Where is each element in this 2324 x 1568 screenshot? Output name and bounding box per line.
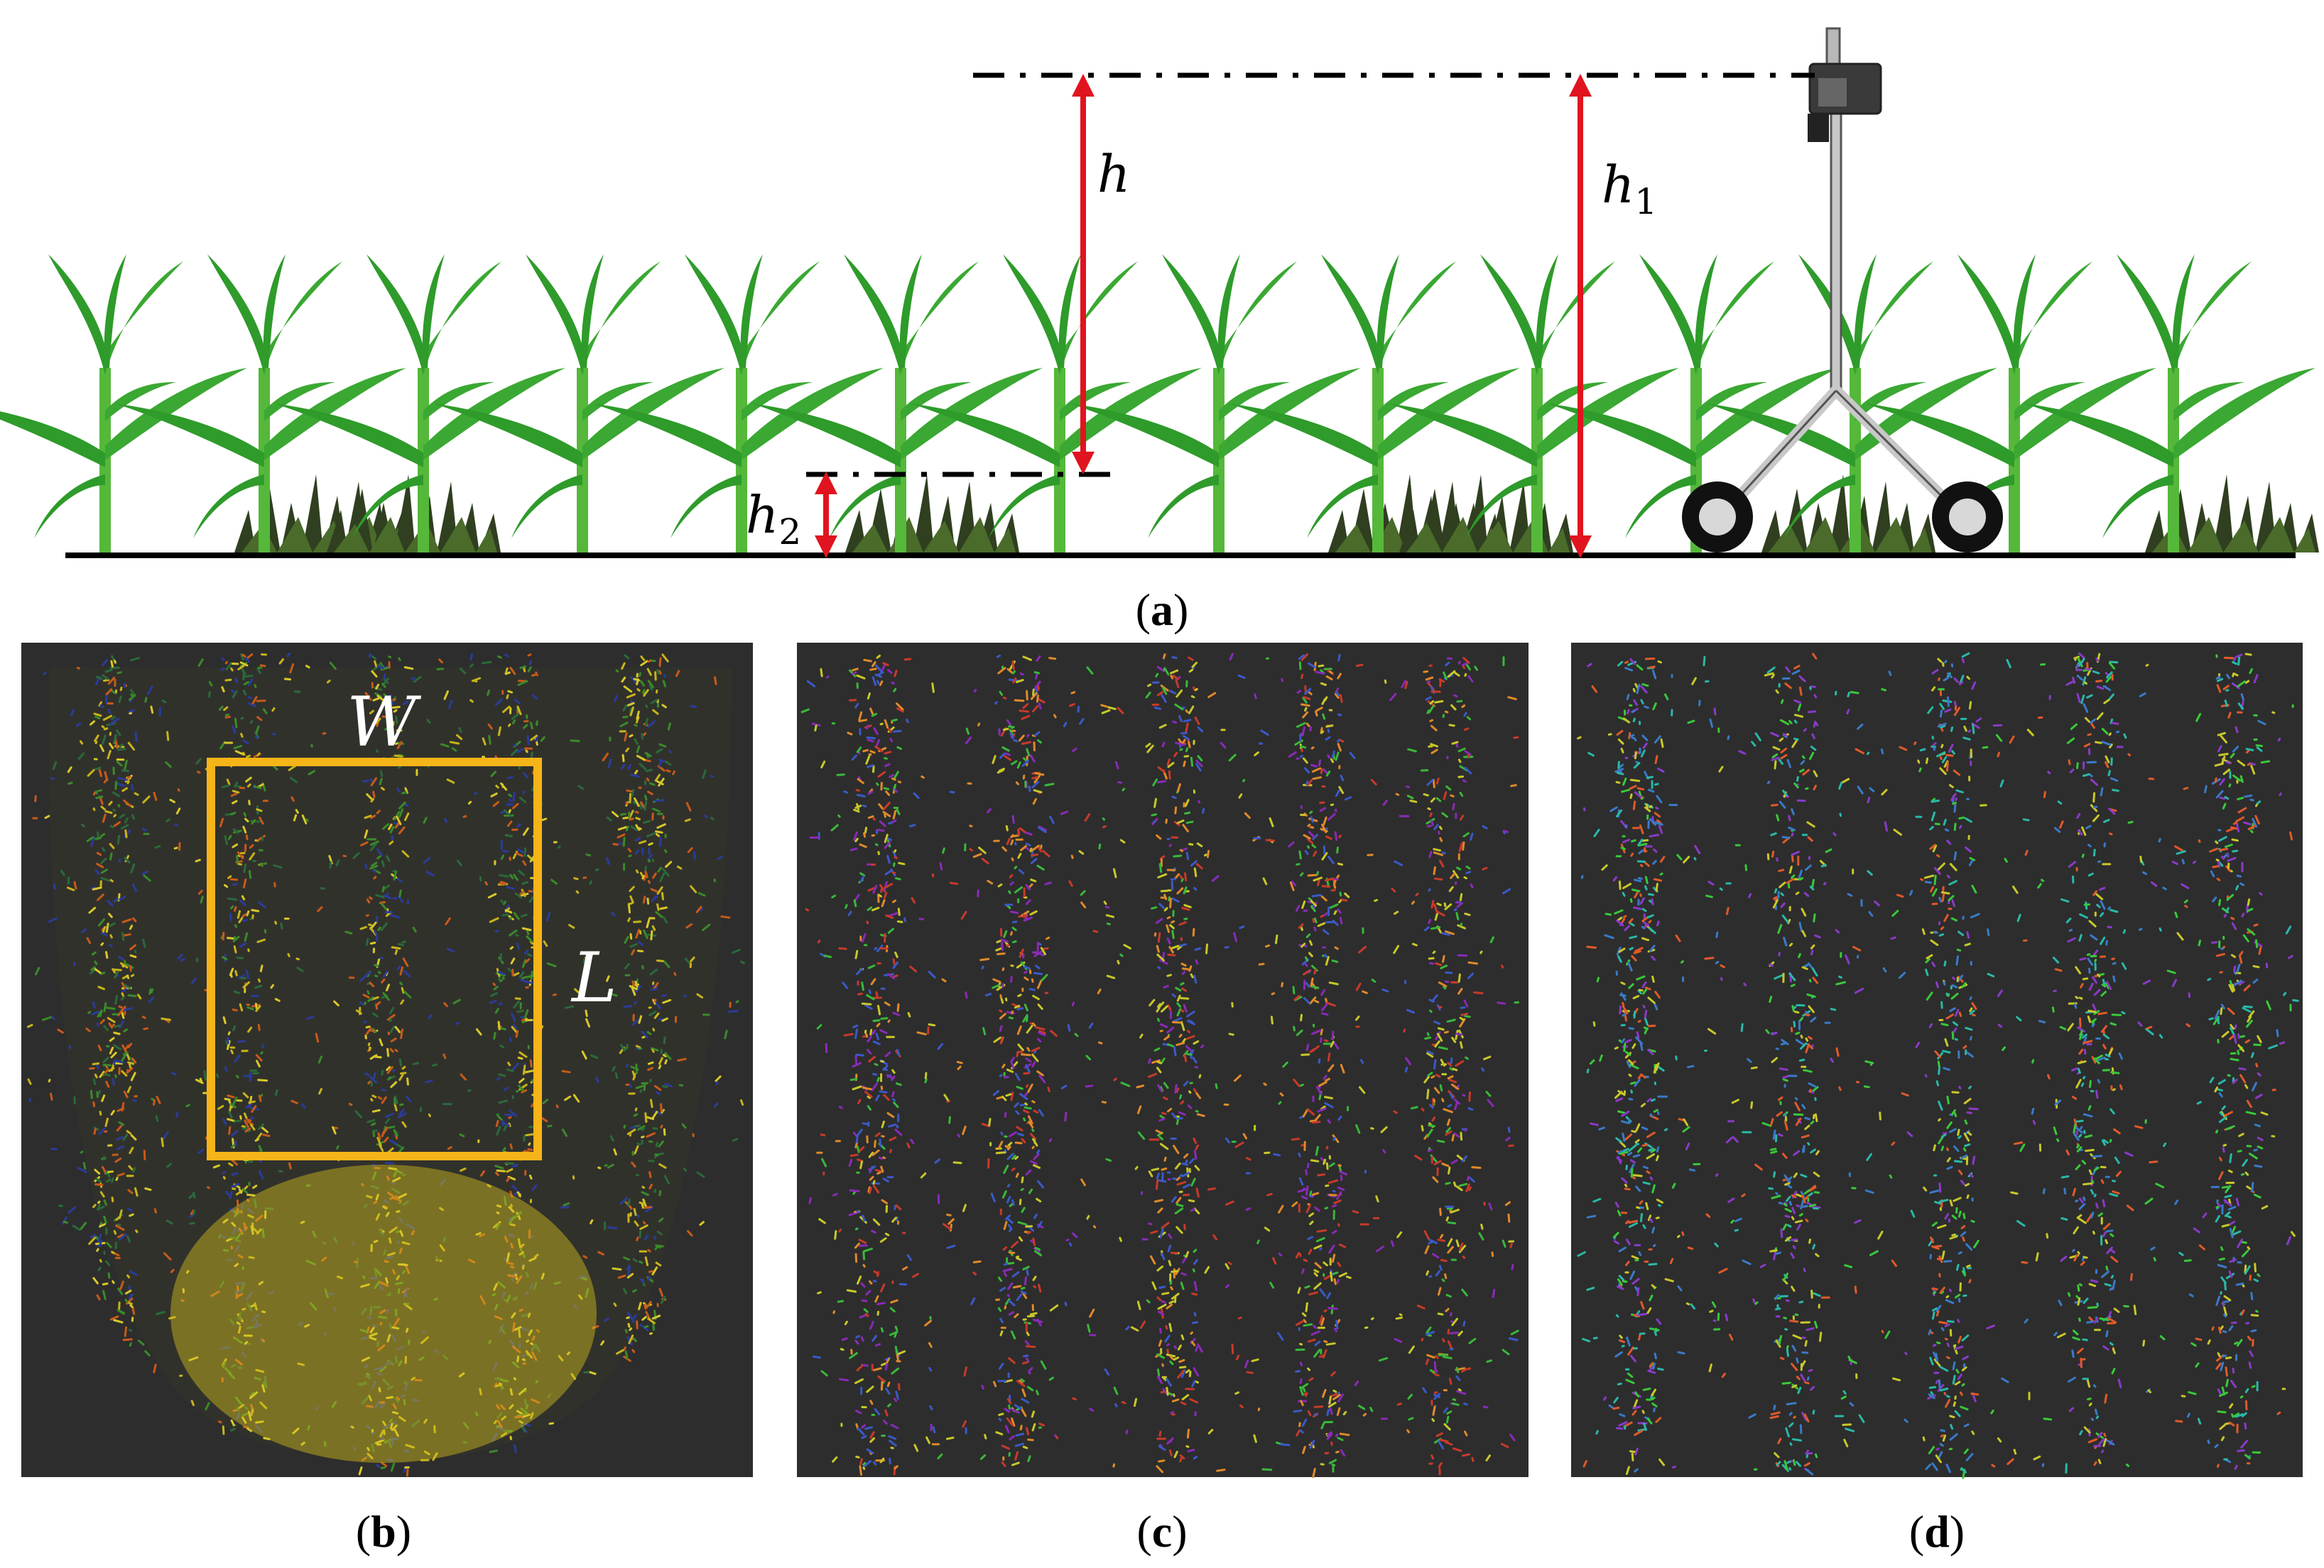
- crop-plant-icon: [911, 254, 1202, 552]
- pointcloud-b-dense-center: [170, 1165, 597, 1463]
- crop-plant-icon: [0, 254, 247, 552]
- roi-width-label: W: [347, 682, 422, 762]
- crop-plant-icon: [1070, 254, 1361, 552]
- weed-clump-icon: [1761, 474, 1935, 552]
- pointcloud-d-background: [1571, 643, 2303, 1477]
- lidar-cart-icon: [1682, 27, 2003, 552]
- weed-clump-icon: [845, 474, 1019, 552]
- caption-d: (d): [1909, 1506, 1965, 1557]
- crop-plant-icon: [433, 254, 724, 552]
- roi-box: [207, 758, 542, 1160]
- panel-d: (d): [1571, 643, 2303, 1557]
- panel-b: W L (b): [21, 643, 753, 1557]
- crop-plant-icon: [1865, 254, 2156, 552]
- pointcloud-c-points: [800, 653, 1520, 1479]
- pointcloud-d-points: [1577, 652, 2299, 1479]
- panel-c: (c): [797, 643, 1528, 1557]
- h1-label: h1: [1602, 155, 1657, 222]
- h-label: h: [1097, 144, 1130, 204]
- roi-length-label: L: [570, 938, 617, 1018]
- caption-c: (c): [1136, 1506, 1187, 1557]
- caption-a: (a): [1136, 584, 1189, 635]
- pointcloud-b-footprint: [48, 668, 732, 1461]
- caption-b: (b): [356, 1506, 411, 1557]
- pointcloud-b-points: [27, 652, 745, 1477]
- panel-a: h h1 h2 (a): [0, 27, 2319, 635]
- crop-plant-icon: [592, 254, 884, 552]
- crop-plant-icon: [751, 254, 1043, 552]
- h2-label: h2: [746, 485, 801, 552]
